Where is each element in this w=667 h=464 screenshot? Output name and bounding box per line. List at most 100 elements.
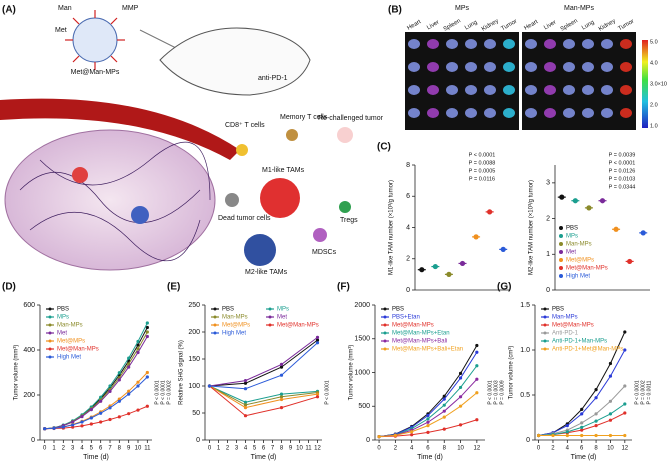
y-tick-label: 0.5: [520, 392, 530, 399]
organ-image: [427, 108, 439, 118]
organ-image: [427, 85, 439, 95]
y-tick-label: 0: [31, 437, 35, 444]
legend-marker: [559, 226, 563, 230]
x-tick-label: 5: [253, 446, 257, 452]
y-tick-label: 1.5: [520, 302, 530, 309]
legend-label: Met@Man-MPs: [392, 323, 434, 329]
p-value: P = 0.0003: [493, 380, 499, 404]
point: [52, 426, 56, 430]
point: [145, 375, 149, 379]
y-tick-label: 1500: [354, 336, 370, 343]
point: [426, 417, 430, 421]
x-tick-label: 0: [43, 446, 47, 452]
point: [145, 321, 149, 325]
organ-label: Tumor: [500, 19, 518, 33]
legend-marker: [48, 307, 52, 311]
point: [117, 415, 121, 419]
point: [565, 433, 569, 438]
point: [127, 392, 131, 396]
p-value: P < 0.0001: [609, 160, 636, 166]
series-line: [44, 372, 148, 430]
x-tick-label: 11: [144, 446, 151, 452]
series-line: [209, 385, 318, 403]
point: [315, 338, 320, 342]
point: [279, 395, 284, 399]
organ-label: Lung: [581, 20, 596, 32]
point: [608, 361, 613, 366]
p-value: P < 0.0001: [324, 380, 330, 404]
legend-label: High Met: [566, 274, 590, 280]
organ-image: [582, 39, 594, 49]
legend-label: Anti-PD-1+Met@Man-MPs: [552, 347, 623, 353]
label: M2-like TAMs: [245, 269, 288, 276]
cell: [131, 206, 149, 224]
panel-a: (A) Man MMP Met Met@Man-MPs anti-PD-1 CD…: [0, 5, 384, 276]
organ-image: [446, 85, 458, 95]
label: Man: [58, 5, 72, 12]
series-line: [209, 385, 318, 417]
point: [243, 406, 248, 410]
x-tick-label: 8: [594, 446, 598, 452]
legend-marker: [48, 323, 52, 327]
x-tick-label: 10: [296, 446, 303, 452]
organ-image: [563, 62, 575, 72]
organ-label: Heart: [523, 19, 539, 32]
point: [43, 427, 47, 431]
point: [108, 384, 112, 388]
y-tick-label: 250: [188, 302, 200, 309]
x-tick-label: 4: [566, 446, 570, 452]
tumor: [4, 129, 216, 271]
point: [108, 389, 112, 393]
panel-label: (E): [167, 282, 180, 293]
legend-marker: [268, 323, 272, 327]
x-tick-label: 9: [289, 446, 293, 452]
organ-image: [446, 108, 458, 118]
organ-image: [601, 85, 613, 95]
organ-image: [503, 85, 515, 95]
dot: [640, 230, 646, 236]
label: anti-PD-1: [258, 75, 288, 82]
legend-marker: [48, 355, 52, 359]
point: [426, 424, 430, 428]
point: [136, 343, 140, 347]
point: [608, 374, 613, 378]
label: MMP: [122, 5, 139, 12]
y-tick-label: 1.0: [520, 347, 530, 354]
point: [80, 424, 84, 428]
legend-marker: [213, 331, 217, 335]
point: [136, 384, 140, 388]
point: [279, 406, 284, 410]
point: [127, 362, 131, 366]
y-tick-label: 0: [366, 437, 370, 444]
point: [475, 343, 479, 348]
point: [117, 371, 121, 375]
organ-image: [601, 62, 613, 72]
organ-image: [427, 62, 439, 72]
organ-image: [544, 62, 556, 72]
x-tick-label: 11: [305, 446, 312, 452]
y-tick-label: 8: [406, 162, 410, 169]
y-axis-label: M2-like TAM number (×10³/g tumor): [529, 180, 535, 275]
organ-image: [544, 108, 556, 118]
organ-image: [525, 39, 537, 49]
point: [475, 350, 479, 354]
y-tick-label: 3: [546, 180, 550, 187]
organ-image: [620, 108, 632, 118]
point: [207, 384, 212, 388]
p-value: P < 0.0001: [154, 380, 160, 404]
point: [442, 394, 446, 398]
x-tick-label: 7: [108, 446, 112, 452]
panel-label: (C): [377, 142, 391, 153]
x-tick-label: 10: [607, 446, 614, 452]
y-tick-label: 0: [546, 287, 550, 294]
x-tick-label: 2: [62, 446, 66, 452]
y-tick-label: 6: [406, 193, 410, 200]
point: [243, 379, 248, 383]
y-tick-label: 100: [188, 383, 200, 390]
point: [80, 420, 84, 424]
p-value: P = 0.0005: [469, 168, 496, 174]
point: [117, 397, 121, 401]
particle: [72, 17, 118, 63]
point: [410, 430, 414, 434]
point: [243, 400, 248, 404]
